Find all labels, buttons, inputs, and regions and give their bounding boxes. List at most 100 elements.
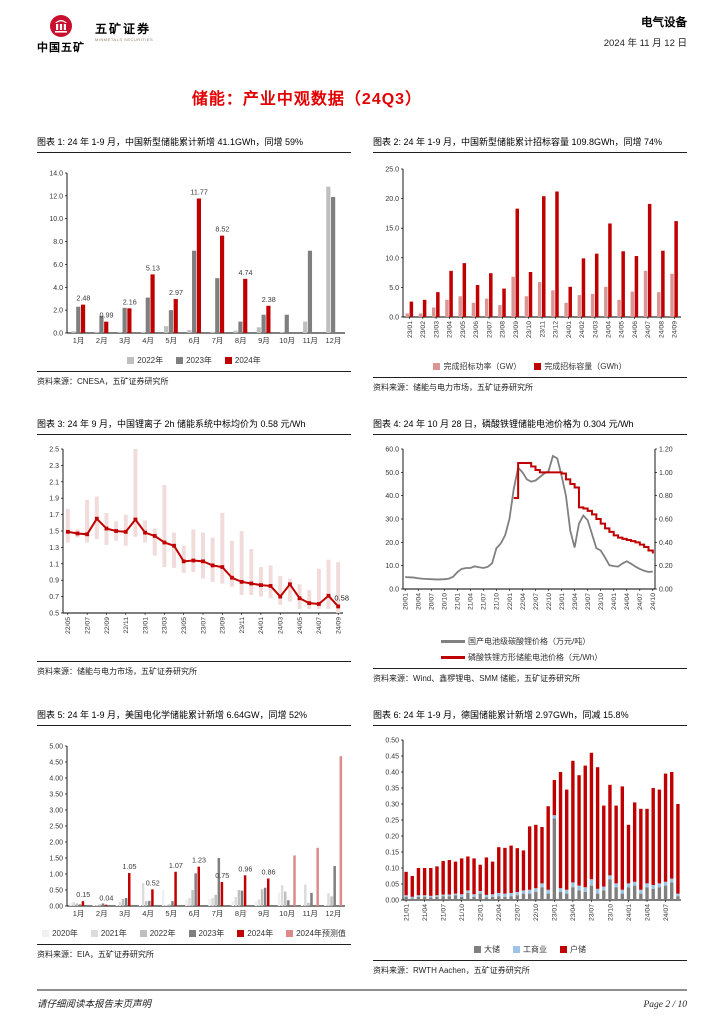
svg-text:0.0: 0.0 <box>53 331 63 338</box>
legend-swatch-icon <box>560 946 567 953</box>
figure-6-chart: 0.00 0.05 0.10 0.15 0.20 0.25 0.30 0.35 0.40 0.45… <box>373 732 687 955</box>
chart-1-canvas: 0.0 2.0 4.0 6.0 8.0 10.0 12.0 14.0 1月 2月 3月 4月 5月 6月 7… <box>49 171 345 345</box>
figure-6-title: 图表 6: 24 年 1-9 月，德国储能累计新增 2.97GWh，同减 15.… <box>373 708 687 726</box>
legend-label: 2020年 <box>52 929 78 938</box>
svg-text:0.40: 0.40 <box>385 770 399 777</box>
svg-text:10月: 10月 <box>279 909 295 918</box>
chart-3-canvas: 0.5 0.7 0.9 1.1 1.3 1.5 1.7 1.9 2.1 2.3 2.5 22/05 22… <box>49 447 349 635</box>
legend-item: 大储 <box>474 944 500 955</box>
legend-label: 磷酸铁锂方形储能电池价格（元/Wh） <box>468 653 603 662</box>
svg-text:24/07: 24/07 <box>316 617 323 634</box>
svg-text:0.20: 0.20 <box>385 834 399 841</box>
svg-text:3月: 3月 <box>119 909 131 918</box>
svg-text:0.45: 0.45 <box>385 754 399 761</box>
svg-text:0.10: 0.10 <box>385 866 399 873</box>
svg-text:0.60: 0.60 <box>659 517 673 524</box>
svg-text:8.0: 8.0 <box>53 239 63 246</box>
svg-text:21/10: 21/10 <box>459 904 466 921</box>
svg-text:15.0: 15.0 <box>385 226 399 233</box>
brand-subtitle: MINMETALS SECURITIES <box>95 37 154 42</box>
legend-item: 2020年 <box>42 928 78 939</box>
legend-item: 2023年 <box>188 928 224 939</box>
svg-text:23/06: 23/06 <box>473 321 480 338</box>
svg-text:0.35: 0.35 <box>385 786 399 793</box>
svg-text:0.40: 0.40 <box>659 540 673 547</box>
svg-text:3月: 3月 <box>119 336 131 345</box>
legend-swatch-icon <box>42 930 50 937</box>
legend-label: 户储 <box>570 945 586 954</box>
svg-text:12月: 12月 <box>325 336 341 345</box>
footer-disclaimer: 请仔细阅读本报告末页声明 <box>37 1000 152 1010</box>
legend-swatch-icon <box>224 357 232 364</box>
svg-text:23/05: 23/05 <box>181 617 188 634</box>
svg-text:0.15: 0.15 <box>385 850 399 857</box>
figure-4-chart: 0.0 10.0 20.0 30.0 40.0 50.0 60.0 0.00 0.20 0.40 0… <box>373 441 687 663</box>
svg-text:0.20: 0.20 <box>659 563 673 570</box>
svg-text:1.05: 1.05 <box>123 862 137 871</box>
svg-text:23/10: 23/10 <box>526 321 533 338</box>
svg-text:4月: 4月 <box>142 909 154 918</box>
chart-1-legend: 2022年 2023年 2024年 <box>37 355 351 366</box>
svg-text:0.25: 0.25 <box>385 818 399 825</box>
svg-text:7月: 7月 <box>212 909 224 918</box>
svg-text:1.50: 1.50 <box>49 856 63 863</box>
legend-swatch-icon <box>237 930 245 937</box>
svg-text:0.52: 0.52 <box>146 878 160 887</box>
legend-item: 2022年 <box>127 355 163 366</box>
svg-text:5月: 5月 <box>165 336 177 345</box>
svg-text:24/02: 24/02 <box>579 321 586 338</box>
svg-text:22/07: 22/07 <box>84 617 91 634</box>
legend-swatch-icon <box>90 930 98 937</box>
svg-text:23/01: 23/01 <box>407 321 414 338</box>
svg-text:4.00: 4.00 <box>49 776 63 783</box>
legend-swatch-icon <box>474 946 481 953</box>
legend-swatch-icon <box>127 357 135 364</box>
svg-text:1.3: 1.3 <box>49 545 59 552</box>
svg-text:22/04: 22/04 <box>520 593 527 610</box>
legend-label: 完成招标功率（GW） <box>443 362 522 371</box>
figures-grid: 图表 1: 24 年 1-9 月，中国新型储能累计新增 41.1GWh，同增 5… <box>37 135 687 976</box>
svg-text:2.97: 2.97 <box>169 288 183 297</box>
figure-2-title: 图表 2: 24 年 1-9 月，中国新型储能累计招标容量 109.8GWh，同… <box>373 135 687 153</box>
legend-swatch-icon <box>513 946 520 953</box>
svg-text:3.00: 3.00 <box>49 808 63 815</box>
svg-text:24/04: 24/04 <box>644 904 651 921</box>
svg-text:11.77: 11.77 <box>190 187 207 196</box>
svg-text:1月: 1月 <box>73 336 85 345</box>
svg-text:1.5: 1.5 <box>49 529 59 536</box>
chart-5-canvas: 0.00 0.50 1.00 1.50 2.00 2.50 3.00 3.50 4.00 4.50… <box>49 744 345 918</box>
svg-text:22/07: 22/07 <box>533 593 540 610</box>
svg-text:24/04: 24/04 <box>624 593 631 610</box>
svg-text:24/05: 24/05 <box>619 321 626 338</box>
svg-text:9月: 9月 <box>258 909 270 918</box>
chart-2-legend: 完成招标功率（GW） 完成招标容量（GWh） <box>373 361 687 372</box>
svg-text:8月: 8月 <box>235 909 247 918</box>
report-date: 2024 年 11 月 12 日 <box>603 38 687 49</box>
svg-text:23/04: 23/04 <box>570 904 577 921</box>
company-logo: 中国五矿 <box>37 14 85 55</box>
svg-text:5月: 5月 <box>165 909 177 918</box>
svg-text:23/02: 23/02 <box>420 321 427 338</box>
svg-text:0.5: 0.5 <box>49 611 59 618</box>
svg-text:23/09: 23/09 <box>513 321 520 338</box>
svg-text:10.0: 10.0 <box>49 216 63 223</box>
legend-item: 完成招标容量（GWh） <box>534 361 627 372</box>
legend-label: 2024年预测值 <box>296 929 346 938</box>
svg-text:23/01: 23/01 <box>559 593 566 610</box>
svg-text:22/11: 22/11 <box>123 617 130 634</box>
svg-text:11月: 11月 <box>303 336 318 345</box>
legend-item: 2024年预测值 <box>286 928 346 939</box>
svg-text:20/01: 20/01 <box>402 593 409 610</box>
svg-text:2.0: 2.0 <box>53 308 63 315</box>
chart-4-legend: 国产电池级碳酸锂价格（万元/吨） 磷酸铁锂方形储能电池价格（元/Wh） <box>373 636 687 663</box>
svg-text:24/09: 24/09 <box>672 321 679 338</box>
svg-text:24/03: 24/03 <box>278 617 285 634</box>
svg-text:24/01: 24/01 <box>566 321 573 338</box>
svg-text:0.0: 0.0 <box>389 315 399 322</box>
legend-item: 2021年 <box>90 928 127 939</box>
svg-text:40.0: 40.0 <box>385 493 399 500</box>
svg-text:23/10: 23/10 <box>607 904 614 921</box>
svg-text:23/07: 23/07 <box>589 904 596 921</box>
svg-text:21/10: 21/10 <box>494 593 501 610</box>
svg-text:23/08: 23/08 <box>500 321 507 338</box>
